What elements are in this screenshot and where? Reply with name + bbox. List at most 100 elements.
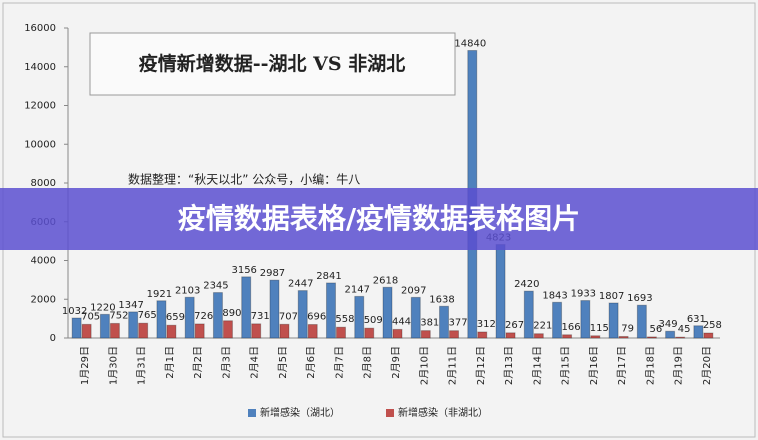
bar xyxy=(212,292,223,339)
bar xyxy=(646,336,657,339)
legend-swatch xyxy=(248,409,256,417)
bar xyxy=(156,300,167,339)
bar xyxy=(477,331,488,339)
value-label: 166 xyxy=(562,322,581,333)
annotation: 数据整理：“秋天以北” 公众号，小编：牛八 xyxy=(128,172,360,187)
x-tick-label: 2月13日 xyxy=(503,346,515,385)
value-label: 707 xyxy=(279,311,298,322)
x-tick-label: 2月9日 xyxy=(390,346,402,379)
bar xyxy=(71,317,82,339)
bar xyxy=(382,286,393,339)
value-label: 2987 xyxy=(260,268,285,279)
x-tick-label: 2月4日 xyxy=(249,346,261,379)
bar xyxy=(590,335,601,339)
value-label: 558 xyxy=(335,314,354,325)
bar xyxy=(297,290,308,339)
value-label: 79 xyxy=(621,323,634,334)
bar xyxy=(335,326,346,339)
value-label: 731 xyxy=(251,311,270,322)
bar xyxy=(325,282,336,339)
value-label: 1220 xyxy=(90,302,115,313)
value-label: 1921 xyxy=(147,289,172,300)
value-label: 221 xyxy=(533,321,552,332)
bar xyxy=(184,296,195,339)
x-tick-label: 2月19日 xyxy=(673,346,685,385)
value-label: 1843 xyxy=(542,290,567,301)
bar xyxy=(166,324,177,339)
value-label: 14840 xyxy=(454,38,486,49)
bar xyxy=(194,323,205,339)
x-tick-label: 2月18日 xyxy=(644,346,656,385)
x-tick-label: 2月2日 xyxy=(192,346,204,379)
value-label: 56 xyxy=(649,324,662,335)
x-tick-label: 2月5日 xyxy=(277,346,289,379)
bar xyxy=(523,290,534,339)
bar xyxy=(81,323,92,339)
value-label: 765 xyxy=(138,310,157,321)
value-label: 267 xyxy=(505,320,524,331)
value-label: 377 xyxy=(448,318,467,329)
value-label: 696 xyxy=(307,312,326,323)
x-tick-label: 2月8日 xyxy=(362,346,374,379)
x-tick-label: 2月11日 xyxy=(447,346,459,385)
title-box xyxy=(89,32,456,96)
bar xyxy=(703,332,714,339)
y-tick-label: 2000 xyxy=(31,294,56,305)
value-label: 1693 xyxy=(627,293,652,304)
bar xyxy=(241,276,252,339)
value-label: 1807 xyxy=(599,291,624,302)
value-label: 2420 xyxy=(514,279,539,290)
bar xyxy=(279,323,290,339)
value-label: 1933 xyxy=(571,289,596,300)
x-tick-label: 2月10日 xyxy=(418,346,430,385)
value-label: 312 xyxy=(477,319,496,330)
bar xyxy=(269,279,280,339)
value-label: 752 xyxy=(109,310,128,321)
y-tick-label: 14000 xyxy=(24,62,56,73)
x-tick-label: 2月3日 xyxy=(220,346,232,379)
y-tick-label: 16000 xyxy=(24,23,56,34)
x-tick-label: 2月16日 xyxy=(588,346,600,385)
y-tick-label: 12000 xyxy=(24,101,56,112)
value-label: 349 xyxy=(659,319,678,330)
bar xyxy=(354,295,365,339)
value-label: 444 xyxy=(392,316,411,327)
value-label: 115 xyxy=(590,323,609,334)
value-label: 631 xyxy=(687,314,706,325)
value-label: 890 xyxy=(222,308,241,319)
bar xyxy=(552,301,563,339)
x-tick-label: 2月6日 xyxy=(305,346,317,379)
value-label: 381 xyxy=(420,318,439,329)
bar xyxy=(364,327,375,339)
bar xyxy=(618,335,629,339)
bar xyxy=(222,320,233,339)
value-label: 2618 xyxy=(373,275,398,286)
legend-label: 新增感染（非湖北） xyxy=(398,406,488,419)
bar xyxy=(608,302,619,339)
value-label: 659 xyxy=(166,312,185,323)
bar xyxy=(533,333,544,339)
banner-text: 疫情数据表格/疫情数据表格图片 xyxy=(178,202,580,235)
y-tick-label: 10000 xyxy=(24,139,56,150)
value-label: 2447 xyxy=(288,279,313,290)
value-label: 2097 xyxy=(401,285,426,296)
bar xyxy=(420,330,431,339)
legend-label: 新增感染（湖北） xyxy=(260,406,340,419)
x-tick-label: 1月29日 xyxy=(79,346,91,385)
value-label: 1032 xyxy=(62,306,87,317)
x-tick-label: 2月15日 xyxy=(560,346,572,385)
value-label: 1638 xyxy=(429,294,454,305)
x-tick-label: 2月17日 xyxy=(616,346,628,385)
bar xyxy=(439,305,450,339)
banner xyxy=(0,188,758,250)
x-tick-label: 2月1日 xyxy=(164,346,176,379)
y-tick-label: 0 xyxy=(50,333,56,344)
legend-swatch xyxy=(386,409,394,417)
value-label: 3156 xyxy=(231,265,256,276)
bar xyxy=(495,244,506,339)
value-label: 45 xyxy=(678,324,691,335)
x-tick-label: 2月12日 xyxy=(475,346,487,385)
value-label: 705 xyxy=(81,311,100,322)
bar xyxy=(307,324,318,339)
